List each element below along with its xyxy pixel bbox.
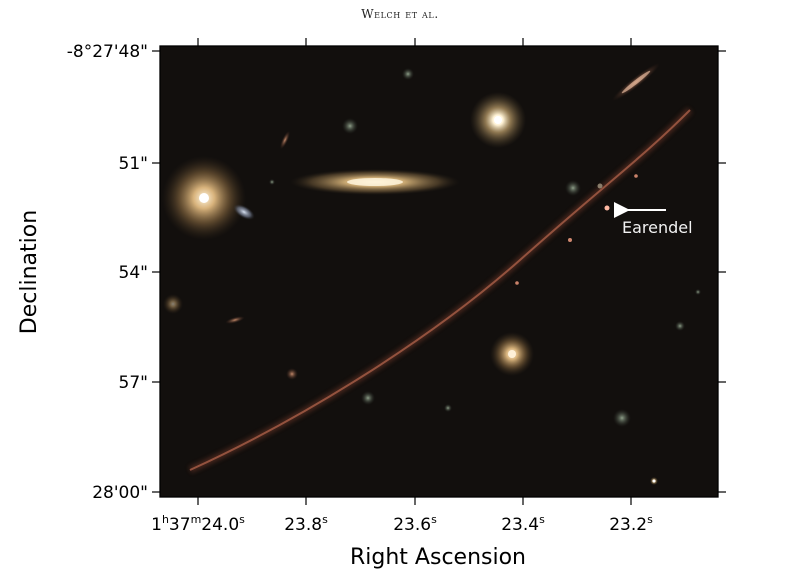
blue-companion bbox=[233, 204, 255, 220]
faint-galaxy bbox=[342, 118, 358, 134]
elongated-galaxy-core bbox=[621, 70, 651, 94]
y-tick-label: 54" bbox=[119, 263, 148, 283]
faint-galaxy bbox=[286, 368, 298, 380]
x-tick-label: 23.4s bbox=[501, 513, 545, 535]
lower-galaxy-core bbox=[508, 350, 516, 358]
faint-galaxy bbox=[444, 404, 452, 412]
y-tick-label: 28'00" bbox=[92, 483, 148, 503]
sky-haze bbox=[160, 46, 718, 497]
x-tick-label: 23.6s bbox=[393, 513, 437, 535]
y-tick-label: -8°27'48" bbox=[67, 42, 148, 62]
bright-galaxy-left-core bbox=[199, 193, 209, 203]
faint-galaxy bbox=[695, 289, 701, 295]
x-tick-label: 23.8s bbox=[284, 513, 328, 535]
faint-galaxy bbox=[279, 130, 291, 150]
bright-star-core bbox=[494, 116, 502, 124]
faint-galaxy bbox=[675, 321, 685, 331]
edge-on-galaxy-core bbox=[347, 178, 403, 186]
sky-image bbox=[160, 46, 718, 497]
y-axis-title: Declination bbox=[17, 210, 42, 334]
faint-galaxy bbox=[269, 179, 275, 185]
faint-star bbox=[597, 183, 603, 189]
faint-galaxy bbox=[402, 68, 414, 80]
y-tick-label: 51" bbox=[119, 154, 148, 174]
lensed-arc bbox=[189, 109, 691, 471]
x-axis-title: Right Ascension bbox=[350, 545, 526, 570]
earendel-label: Earendel bbox=[622, 218, 693, 237]
x-tick-label: 23.2s bbox=[609, 513, 653, 535]
arc-knot bbox=[515, 281, 519, 285]
axis-ticks bbox=[152, 38, 726, 505]
small-star-core bbox=[652, 479, 656, 483]
faint-galaxy bbox=[613, 409, 631, 427]
y-tick-label: 57" bbox=[119, 373, 148, 393]
faint-galaxy bbox=[225, 316, 245, 324]
faint-galaxy bbox=[565, 180, 581, 196]
earendel-star bbox=[604, 205, 610, 211]
arc-knot bbox=[568, 238, 572, 242]
running-head: Welch et al. bbox=[361, 7, 439, 21]
faint-galaxy bbox=[163, 294, 183, 314]
faint-galaxy bbox=[361, 391, 375, 405]
x-tick-label: 1h37m24.0s bbox=[151, 513, 245, 535]
arc-knot bbox=[634, 174, 638, 178]
